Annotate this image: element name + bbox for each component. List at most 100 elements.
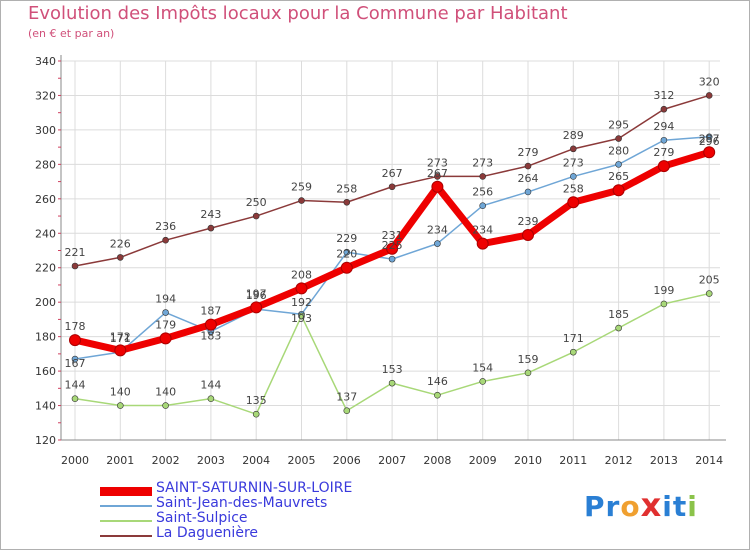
x-tick-label: 2002: [152, 454, 180, 467]
data-point: [71, 395, 79, 402]
legend-swatch: [100, 535, 152, 537]
data-point: [343, 407, 351, 415]
data-point: [388, 183, 396, 191]
data-label: 135: [246, 394, 267, 407]
data-label: 172: [110, 330, 131, 343]
data-label: 192: [291, 296, 312, 309]
data-label: 267: [427, 167, 448, 180]
y-tick-label: 120: [35, 434, 56, 447]
data-label: 221: [65, 246, 86, 259]
data-point: [705, 92, 713, 99]
data-point: [434, 391, 441, 399]
data-label: 258: [563, 182, 584, 195]
data-label: 296: [699, 135, 720, 148]
legend-swatch: [100, 487, 152, 496]
x-tick-label: 2009: [469, 454, 497, 467]
data-label: 137: [336, 391, 357, 404]
legend-item: Saint-Sulpice: [100, 510, 460, 529]
x-tick-label: 2013: [650, 454, 678, 467]
data-point: [703, 146, 716, 159]
data-label: 146: [427, 375, 448, 388]
legend-label: SAINT-SATURNIN-SUR-LOIRE: [156, 480, 353, 496]
data-point: [117, 254, 124, 261]
x-tick-label: 2007: [378, 454, 406, 467]
data-label: 320: [699, 75, 720, 88]
data-point: [117, 402, 124, 409]
chart-subtitle: (en € et par an): [28, 27, 115, 40]
data-label: 167: [65, 357, 86, 370]
data-point: [298, 312, 305, 320]
logo-letter: i: [687, 490, 698, 523]
data-label: 231: [382, 229, 403, 242]
data-point: [71, 355, 79, 363]
data-point: [657, 160, 670, 173]
data-label: 199: [653, 284, 674, 297]
data-point: [660, 300, 668, 308]
y-tick-label: 140: [35, 400, 56, 413]
data-point: [69, 334, 81, 347]
logo-letter: t: [672, 490, 688, 523]
data-label: 294: [653, 120, 674, 133]
data-point: [114, 344, 127, 357]
x-tick-label: 2001: [106, 454, 134, 467]
data-point: [479, 173, 487, 180]
data-point: [343, 198, 351, 206]
data-point: [388, 255, 396, 263]
data-label: 140: [110, 386, 131, 399]
x-tick-label: 2005: [288, 454, 316, 467]
data-point: [705, 133, 713, 141]
legend-label: La Daguenière: [156, 525, 258, 541]
x-tick-label: 2010: [514, 454, 542, 467]
data-label: 144: [65, 379, 86, 392]
x-tick-label: 2006: [333, 454, 361, 467]
data-label: 225: [382, 239, 403, 252]
data-label: 279: [518, 146, 539, 159]
x-tick-label: 2014: [695, 454, 723, 467]
data-point: [431, 180, 444, 193]
legend-item: La Daguenière: [100, 525, 460, 544]
data-point: [476, 237, 489, 250]
data-label: 258: [336, 182, 357, 195]
data-label: 234: [427, 224, 448, 237]
data-label: 197: [246, 287, 267, 300]
data-point: [612, 184, 625, 197]
data-label: 279: [653, 146, 674, 159]
data-label: 265: [608, 170, 629, 183]
data-point: [524, 188, 532, 196]
x-tick-label: 2004: [242, 454, 270, 467]
data-point: [434, 173, 441, 180]
data-point: [386, 242, 399, 255]
data-point: [162, 236, 169, 244]
y-tick-label: 240: [35, 227, 56, 240]
data-label: 273: [563, 156, 584, 169]
data-point: [569, 145, 577, 153]
data-label: 267: [382, 167, 403, 180]
data-label: 243: [200, 208, 221, 221]
data-label: 183: [200, 329, 221, 342]
legend-item: SAINT-SATURNIN-SUR-LOIRE: [100, 480, 460, 499]
data-label: 196: [246, 289, 267, 302]
logo-letter: x: [640, 486, 663, 524]
data-label: 187: [200, 305, 221, 318]
data-point: [207, 395, 215, 402]
legend-swatch: [100, 505, 152, 507]
data-label: 259: [291, 181, 312, 194]
data-label: 256: [472, 186, 493, 199]
y-tick-label: 200: [35, 296, 56, 309]
data-point: [250, 301, 263, 314]
data-point: [207, 224, 215, 232]
data-point: [479, 202, 487, 210]
data-label: 154: [472, 361, 493, 374]
data-point: [615, 135, 622, 142]
data-point: [252, 212, 260, 220]
x-tick-label: 2012: [605, 454, 633, 467]
data-label: 236: [155, 220, 176, 233]
data-point: [569, 173, 577, 180]
y-tick-label: 260: [35, 193, 56, 206]
data-point: [162, 309, 169, 316]
y-tick-label: 300: [35, 124, 56, 137]
data-point: [479, 378, 487, 385]
data-point: [615, 161, 622, 168]
